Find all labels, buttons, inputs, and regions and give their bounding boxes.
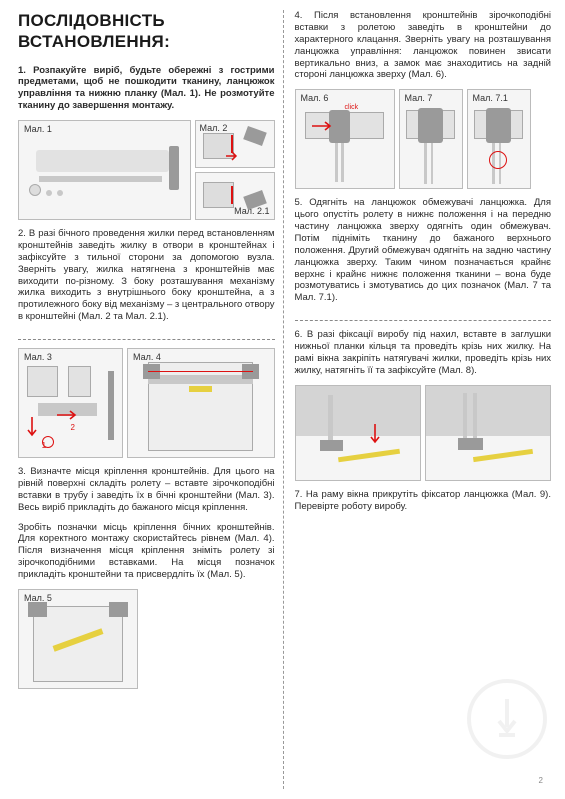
figure-9: Мал. 9 <box>425 385 551 481</box>
click-label: click <box>345 104 359 113</box>
figure-4: Мал. 4 <box>127 348 275 458</box>
page-number: 2 <box>539 776 543 785</box>
step-2-text: 2. В разі бічного проведення жилки перед… <box>18 228 275 323</box>
step-5-text: 5. Одягніть на ланцюжок обмежувачі ланцю… <box>295 197 552 304</box>
right-dashed-divider <box>295 320 552 321</box>
figure-6: Мал. 6 click <box>295 89 395 189</box>
fig-row-3-4: Мал. 3 1 2 Мал. 4 <box>18 348 275 458</box>
column-divider <box>283 10 284 789</box>
figure-1: Мал. 1 <box>18 120 191 220</box>
figure-5: Мал. 5 <box>18 589 138 689</box>
left-dashed-divider <box>18 339 275 340</box>
fig-row-8-9: Мал. 8 Мал. 9 <box>295 385 552 481</box>
step-1-text: 1. Розпакуйте виріб, будьте обережні з г… <box>18 65 275 113</box>
figure-7: Мал. 7 <box>399 89 463 189</box>
figure-1-illus <box>19 121 190 219</box>
right-column: 4. Після встановлення кронштейнів зірочк… <box>285 10 552 789</box>
page-title: ПОСЛІДОВНІСТЬ ВСТАНОВЛЕННЯ: <box>18 10 275 53</box>
fig-row-1-2: Мал. 1 Мал. 2 <box>18 120 275 220</box>
fig-row-6-7: Мал. 6 click Мал. 7 <box>295 89 552 189</box>
figure-2: Мал. 2 <box>195 120 275 168</box>
figure-8: Мал. 8 <box>295 385 421 481</box>
step-7-text: 7. На раму вікна прикрутіть фіксатор лан… <box>295 489 552 513</box>
step-3-text: 3. Визначте місця кріплення кронштейнів.… <box>18 466 275 514</box>
watermark-icon <box>467 679 547 759</box>
step-4-text: 4. Після встановлення кронштейнів зірочк… <box>295 10 552 81</box>
figure-3: Мал. 3 1 2 <box>18 348 123 458</box>
step-3b-text: Зробіть позначки місць кріплення бічних … <box>18 522 275 581</box>
left-column: ПОСЛІДОВНІСТЬ ВСТАНОВЛЕННЯ: 1. Розпакуйт… <box>18 10 285 789</box>
figure-2-1: Мал. 2.1 <box>195 172 275 220</box>
figure-7-1: Мал. 7.1 <box>467 89 531 189</box>
step-6-text: 6. В разі фіксації виробу під нахил, вст… <box>295 329 552 377</box>
figure-2-group: Мал. 2 Мал. 2.1 <box>195 120 275 220</box>
